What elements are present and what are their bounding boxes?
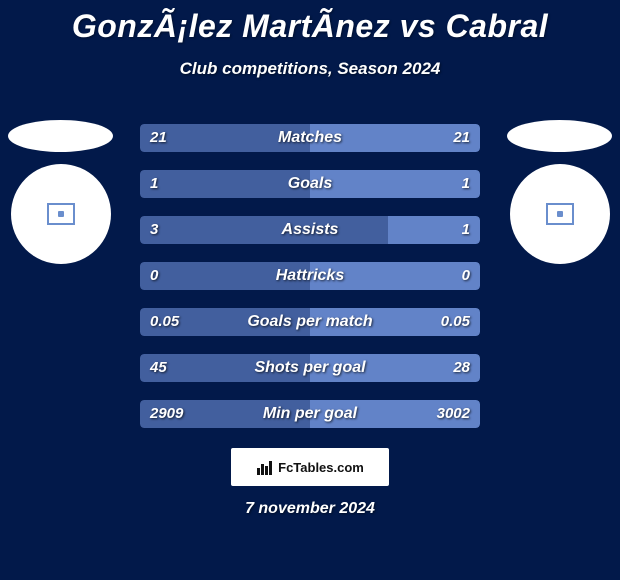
date-text: 7 november 2024 xyxy=(0,500,620,518)
stat-value-right: 28 xyxy=(453,354,470,382)
stat-value-left: 0.05 xyxy=(150,308,179,336)
stat-row: Min per goal29093002 xyxy=(140,400,480,428)
brand-bars-icon xyxy=(256,458,274,476)
stat-row: Matches2121 xyxy=(140,124,480,152)
player-right-slot xyxy=(507,120,612,264)
comparison-card: GonzÃ¡lez MartÃ­nez vs Cabral Club compe… xyxy=(0,0,620,580)
stat-bar-left xyxy=(140,170,310,198)
stat-value-left: 2909 xyxy=(150,400,183,428)
stat-value-right: 1 xyxy=(462,170,470,198)
stat-bar-right xyxy=(310,170,480,198)
stat-value-right: 0.05 xyxy=(441,308,470,336)
stat-row: Hattricks00 xyxy=(140,262,480,290)
flag-icon xyxy=(8,120,113,152)
stat-value-right: 0 xyxy=(462,262,470,290)
stat-row: Goals per match0.050.05 xyxy=(140,308,480,336)
brand-badge: FcTables.com xyxy=(231,448,389,486)
stat-value-left: 45 xyxy=(150,354,167,382)
stat-value-left: 3 xyxy=(150,216,158,244)
avatar-placeholder-icon xyxy=(546,203,574,225)
stat-value-right: 21 xyxy=(453,124,470,152)
page-subtitle: Club competitions, Season 2024 xyxy=(0,59,620,79)
stat-row: Shots per goal4528 xyxy=(140,354,480,382)
flag-icon xyxy=(507,120,612,152)
stat-row: Assists31 xyxy=(140,216,480,244)
comparison-bars: Matches2121Goals11Assists31Hattricks00Go… xyxy=(140,124,480,446)
player-left-avatar xyxy=(11,164,111,264)
stat-value-left: 1 xyxy=(150,170,158,198)
stat-row: Goals11 xyxy=(140,170,480,198)
page-title: GonzÃ¡lez MartÃ­nez vs Cabral xyxy=(0,0,620,45)
stat-value-left: 0 xyxy=(150,262,158,290)
stat-bar-left xyxy=(140,216,388,244)
player-left-slot xyxy=(8,120,113,264)
stat-bar-right xyxy=(310,262,480,290)
brand-text: FcTables.com xyxy=(278,460,364,475)
avatar-placeholder-icon xyxy=(47,203,75,225)
stat-bar-left xyxy=(140,262,310,290)
stat-value-right: 1 xyxy=(462,216,470,244)
stat-value-left: 21 xyxy=(150,124,167,152)
player-right-avatar xyxy=(510,164,610,264)
stat-value-right: 3002 xyxy=(437,400,470,428)
